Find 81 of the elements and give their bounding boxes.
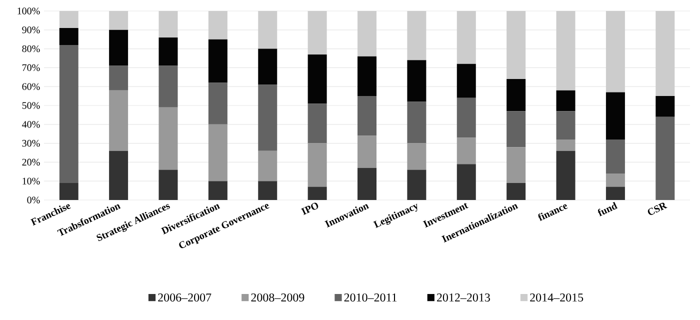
bar xyxy=(308,186,327,200)
bar xyxy=(59,10,78,28)
x-tick-label: fund xyxy=(598,202,618,216)
bar xyxy=(506,79,526,112)
x-tick-label: CSR xyxy=(648,202,668,215)
bar xyxy=(59,182,78,200)
y-tick-label: 0% xyxy=(27,196,40,204)
bar xyxy=(258,48,278,85)
bar xyxy=(606,174,625,187)
bar xyxy=(407,102,426,144)
bar xyxy=(407,60,426,102)
bar xyxy=(158,66,178,108)
bar xyxy=(606,140,625,174)
bar xyxy=(258,181,278,200)
bar xyxy=(109,66,128,90)
bar xyxy=(456,138,476,164)
bar xyxy=(358,136,377,168)
bar xyxy=(407,143,426,170)
bar xyxy=(208,82,228,124)
bar xyxy=(59,28,78,46)
y-tick-label: 20% xyxy=(22,158,40,166)
bar xyxy=(308,54,327,104)
bar xyxy=(308,143,327,187)
bar xyxy=(556,140,576,151)
bar xyxy=(456,64,476,98)
bar xyxy=(407,10,426,60)
bar xyxy=(158,107,178,170)
bar xyxy=(258,84,278,151)
bar xyxy=(456,10,476,64)
bar xyxy=(656,116,675,200)
bar xyxy=(556,111,576,140)
legend-label: 2010–2011 xyxy=(344,293,397,302)
y-tick-label: 30% xyxy=(22,140,40,147)
y-tick-label: 70% xyxy=(22,64,40,72)
bar xyxy=(358,10,377,56)
bar xyxy=(606,186,625,200)
bar xyxy=(109,90,128,151)
y-tick-label: 90% xyxy=(22,26,40,34)
bar xyxy=(158,37,178,66)
bar xyxy=(556,90,576,112)
bar xyxy=(656,96,675,117)
bar xyxy=(506,182,526,200)
legend-label: 2006–2007 xyxy=(158,293,212,302)
bar xyxy=(456,98,476,138)
y-tick-label: 80% xyxy=(22,45,40,52)
bar xyxy=(656,10,675,96)
bar xyxy=(456,164,476,200)
y-tick-label: 10% xyxy=(22,178,40,184)
bar xyxy=(59,45,78,183)
y-tick-label: 60% xyxy=(22,83,40,90)
bar xyxy=(407,170,426,200)
bar xyxy=(308,104,327,144)
bar xyxy=(506,111,526,148)
y-tick-label: 100% xyxy=(18,8,40,14)
legend-label: 2012–2013 xyxy=(436,293,490,302)
bar xyxy=(358,168,377,200)
bar xyxy=(606,10,625,92)
bar xyxy=(506,147,526,183)
legend-label: 2014–2015 xyxy=(530,293,584,302)
bar xyxy=(606,92,625,140)
bar xyxy=(208,181,228,200)
y-tick-label: 40% xyxy=(22,121,40,128)
legend-label: 2008–2009 xyxy=(251,293,304,302)
bar xyxy=(208,10,228,40)
bar xyxy=(158,10,178,38)
bar xyxy=(109,30,128,66)
bar xyxy=(109,10,128,30)
bar xyxy=(258,10,278,49)
bar xyxy=(308,10,327,54)
x-tick-label: IPO xyxy=(300,202,318,215)
bar xyxy=(556,10,576,90)
bar xyxy=(358,56,377,96)
bar xyxy=(358,96,377,136)
y-tick-label: 50% xyxy=(22,102,40,109)
bar xyxy=(208,124,228,182)
bar xyxy=(556,150,576,200)
bar xyxy=(258,150,278,182)
bar xyxy=(158,170,178,200)
bar xyxy=(109,150,128,200)
bar xyxy=(506,10,526,80)
bar xyxy=(208,39,228,83)
